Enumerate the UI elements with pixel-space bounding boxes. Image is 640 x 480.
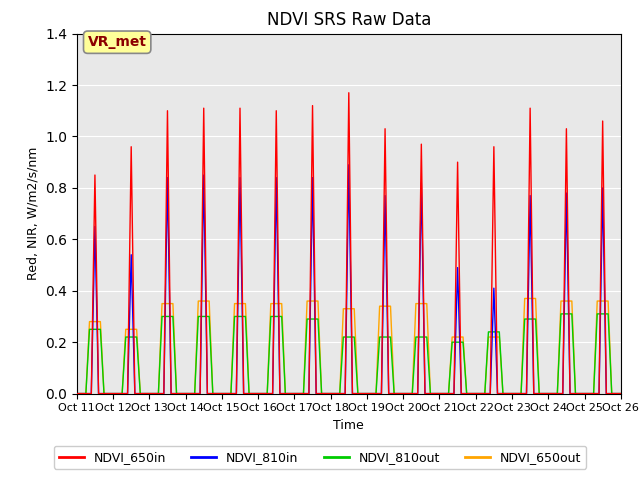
Y-axis label: Red, NIR, W/m2/s/nm: Red, NIR, W/m2/s/nm xyxy=(26,147,40,280)
Title: NDVI SRS Raw Data: NDVI SRS Raw Data xyxy=(267,11,431,29)
Text: VR_met: VR_met xyxy=(88,35,147,49)
Legend: NDVI_650in, NDVI_810in, NDVI_810out, NDVI_650out: NDVI_650in, NDVI_810in, NDVI_810out, NDV… xyxy=(54,446,586,469)
X-axis label: Time: Time xyxy=(333,419,364,432)
